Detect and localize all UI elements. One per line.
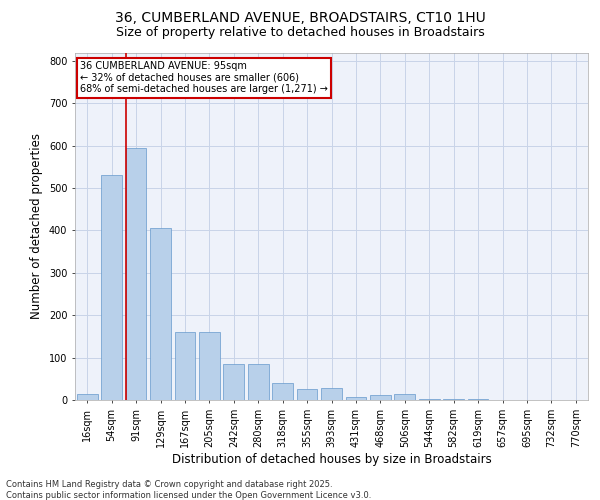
Text: Size of property relative to detached houses in Broadstairs: Size of property relative to detached ho… [116,26,484,39]
X-axis label: Distribution of detached houses by size in Broadstairs: Distribution of detached houses by size … [172,452,491,466]
Bar [199,332,220,400]
Bar [394,394,415,400]
Y-axis label: Number of detached properties: Number of detached properties [31,133,43,320]
Bar [223,364,244,400]
Bar [346,396,367,400]
Bar [150,228,171,400]
Text: Contains HM Land Registry data © Crown copyright and database right 2025.
Contai: Contains HM Land Registry data © Crown c… [6,480,371,500]
Text: 36, CUMBERLAND AVENUE, BROADSTAIRS, CT10 1HU: 36, CUMBERLAND AVENUE, BROADSTAIRS, CT10… [115,12,485,26]
Bar [101,176,122,400]
Bar [419,398,440,400]
Bar [77,394,98,400]
Bar [370,395,391,400]
Bar [125,148,146,400]
Bar [272,383,293,400]
Bar [296,390,317,400]
Bar [175,332,196,400]
Text: 36 CUMBERLAND AVENUE: 95sqm
← 32% of detached houses are smaller (606)
68% of se: 36 CUMBERLAND AVENUE: 95sqm ← 32% of det… [80,61,328,94]
Bar [248,364,269,400]
Bar [443,398,464,400]
Bar [321,388,342,400]
Bar [467,399,488,400]
